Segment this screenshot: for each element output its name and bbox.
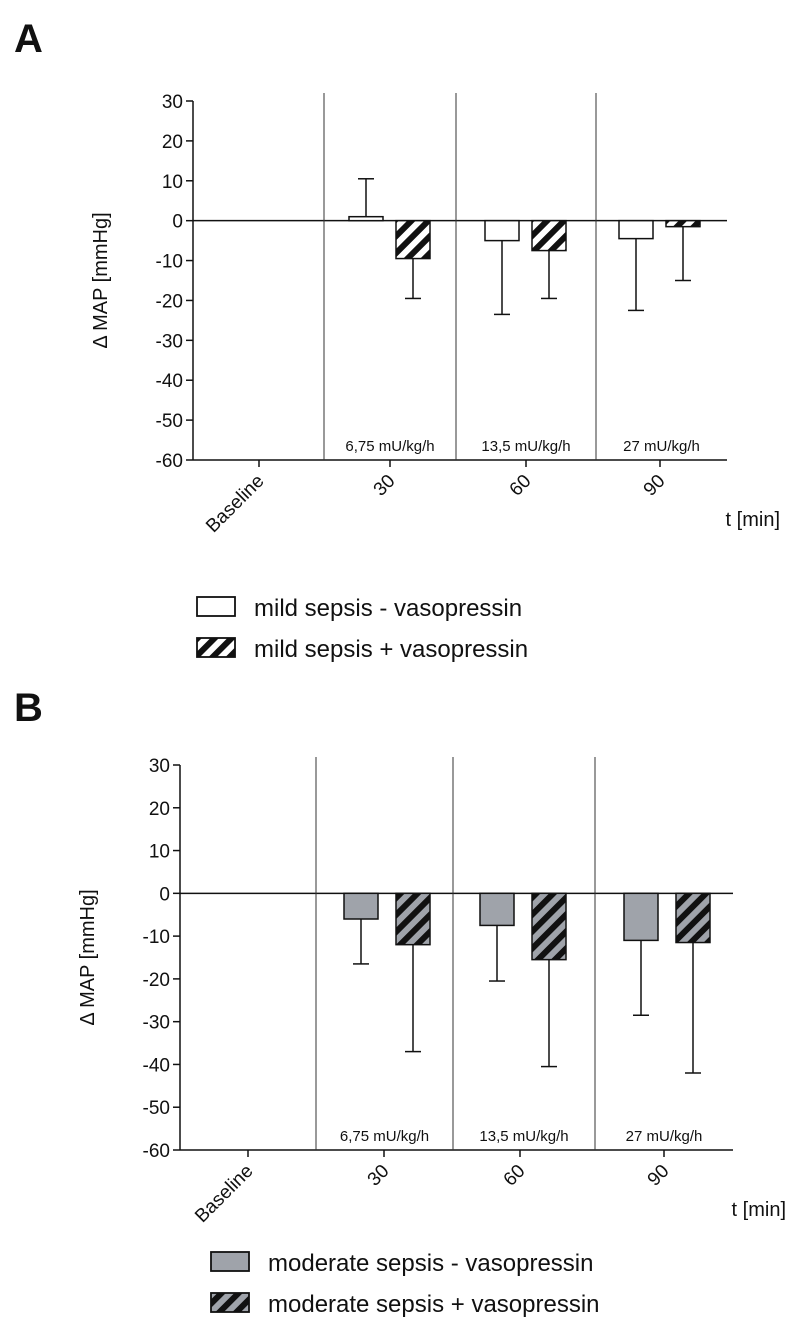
y-tick-label: -10 xyxy=(156,252,183,273)
panel-a: A 30 20 10 0 -10 -20 -30 -40 -50 -60 Δ MAP [mmHg] 6… xyxy=(14,17,780,663)
y-tick-label: -20 xyxy=(156,291,183,312)
y-tick-label: 10 xyxy=(149,842,170,863)
dose-label: 6,75 mU/kg/h xyxy=(345,438,434,455)
legend-label: mild sepsis + vasopressin xyxy=(254,636,528,663)
y-tick-label: 20 xyxy=(162,132,183,153)
x-tick-label: 60 xyxy=(500,1161,530,1191)
y-tick-label: -60 xyxy=(156,451,183,472)
bar xyxy=(349,217,383,221)
y-axis-label: Δ MAP [mmHg] xyxy=(77,889,99,1025)
y-tick-label: -30 xyxy=(156,331,183,352)
dose-label: 6,75 mU/kg/h xyxy=(340,1128,429,1145)
panel-letter: A xyxy=(14,17,43,61)
y-tick-label: 10 xyxy=(162,172,183,193)
y-tick-label: -50 xyxy=(156,411,183,432)
x-tick-label: 90 xyxy=(640,471,670,501)
legend-label: mild sepsis - vasopressin xyxy=(254,595,522,622)
bar xyxy=(396,893,430,944)
y-tick-label: -40 xyxy=(143,1055,170,1076)
bar xyxy=(619,221,653,239)
x-tick-label: Baseline xyxy=(191,1161,257,1227)
y-tick-label: -30 xyxy=(143,1013,170,1034)
legend-swatch xyxy=(197,597,235,616)
dose-label: 13,5 mU/kg/h xyxy=(481,438,570,455)
bar xyxy=(485,221,519,241)
y-tick-label: -50 xyxy=(143,1098,170,1119)
y-tick-label: 20 xyxy=(149,799,170,820)
bar xyxy=(532,221,566,251)
dose-label: 13,5 mU/kg/h xyxy=(479,1128,568,1145)
y-axis-label: Δ MAP [mmHg] xyxy=(90,212,112,348)
x-tick-label: 30 xyxy=(370,471,400,501)
dose-label: 27 mU/kg/h xyxy=(626,1128,703,1145)
bar xyxy=(396,221,430,259)
y-tick-label: 0 xyxy=(159,884,170,905)
y-tick-label: 30 xyxy=(162,92,183,113)
panel-b: B 30 20 10 0 -10 -20 -30 -40 -50 -60 Δ MAP [mmHg] 6… xyxy=(14,686,786,1318)
legend-swatch xyxy=(211,1293,249,1312)
dose-label: 27 mU/kg/h xyxy=(623,438,700,455)
bar xyxy=(676,893,710,942)
bar xyxy=(480,893,514,925)
legend-swatch xyxy=(197,638,235,657)
legend-label: moderate sepsis + vasopressin xyxy=(268,1291,600,1318)
x-tick-label: Baseline xyxy=(202,471,268,537)
x-axis-label: t [min] xyxy=(726,509,780,531)
legend-label: moderate sepsis - vasopressin xyxy=(268,1250,593,1277)
y-tick-label: -10 xyxy=(143,927,170,948)
x-axis-label: t [min] xyxy=(732,1199,786,1221)
y-tick-label: -20 xyxy=(143,970,170,991)
y-tick-label: 30 xyxy=(149,756,170,777)
y-tick-label: -60 xyxy=(143,1141,170,1162)
y-tick-label: 0 xyxy=(172,212,183,233)
legend-swatch xyxy=(211,1252,249,1271)
bar xyxy=(666,221,700,227)
bar xyxy=(624,893,658,940)
y-tick-label: -40 xyxy=(156,371,183,392)
bar xyxy=(532,893,566,959)
x-tick-label: 60 xyxy=(506,471,536,501)
bar xyxy=(344,893,378,919)
x-tick-label: 90 xyxy=(644,1161,674,1191)
panel-letter: B xyxy=(14,686,43,730)
x-tick-label: 30 xyxy=(364,1161,394,1191)
